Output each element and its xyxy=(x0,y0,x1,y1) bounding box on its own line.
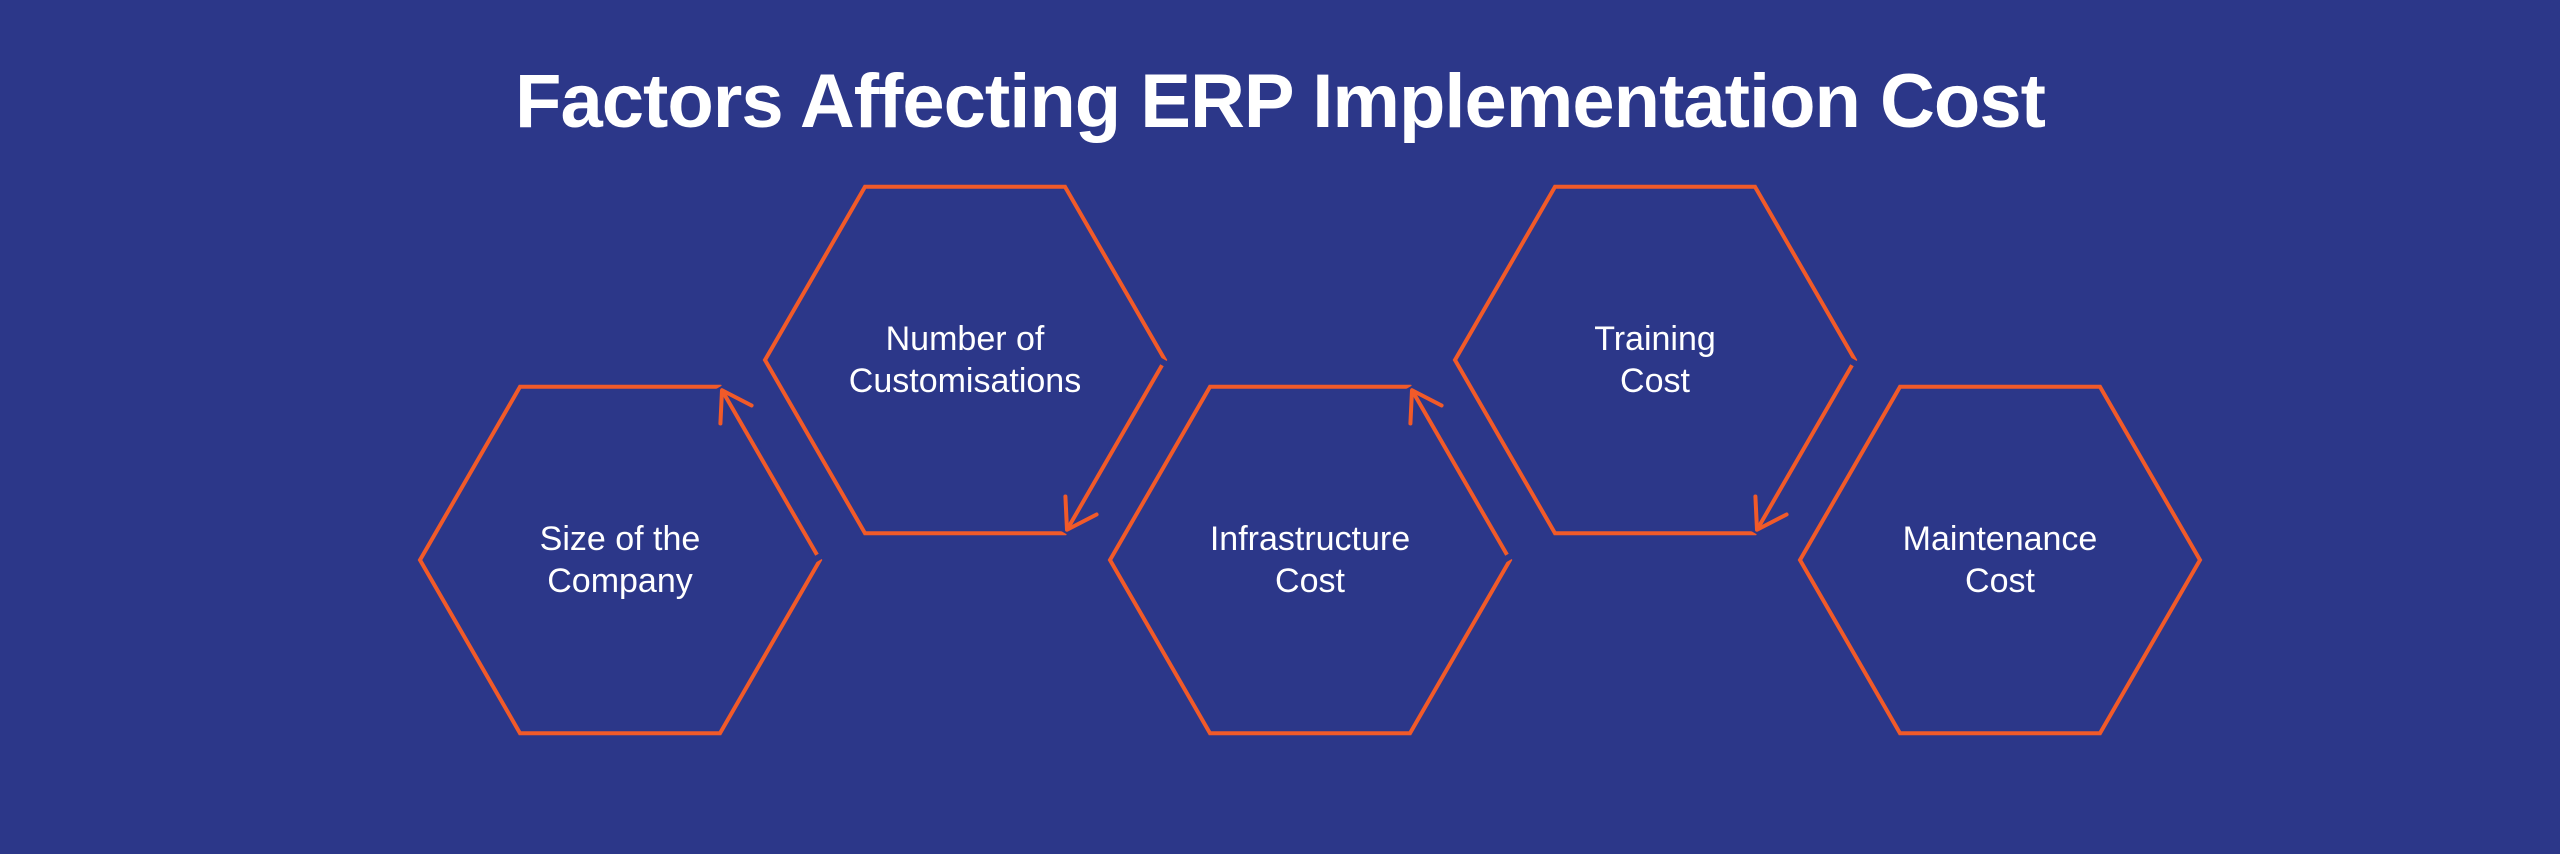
diagram-svg xyxy=(0,0,2560,854)
hex-3-label: InfrastructureCost xyxy=(1140,500,1480,620)
hex-1-label: Size of theCompany xyxy=(450,500,790,620)
hex-2-label: Number ofCustomisations xyxy=(795,300,1135,420)
diagram-canvas: Factors Affecting ERP Implementation Cos… xyxy=(0,0,2560,854)
hex-5-label: MaintenanceCost xyxy=(1830,500,2170,620)
hex-4-label: TrainingCost xyxy=(1485,300,1825,420)
